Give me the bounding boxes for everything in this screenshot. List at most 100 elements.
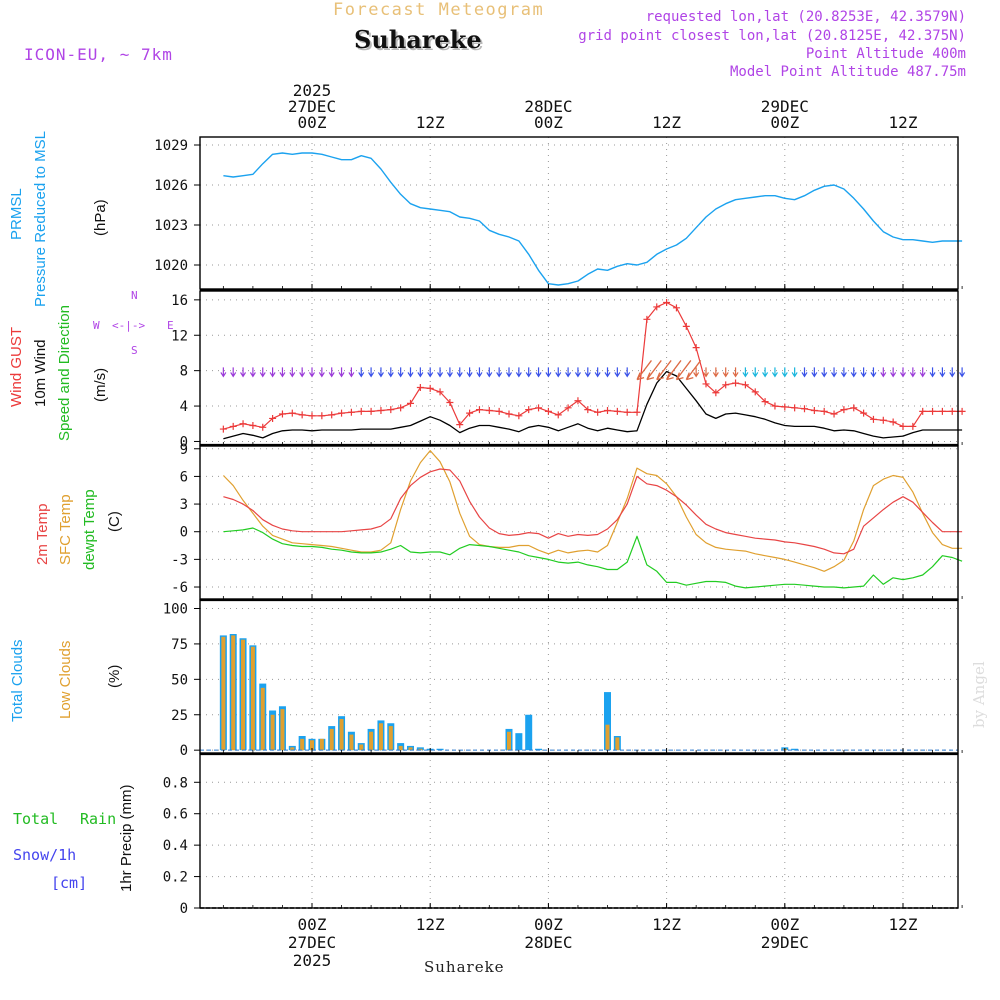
wind-gust-marker: [456, 421, 464, 429]
wind-gust-marker: [613, 407, 621, 415]
wind-gust-marker: [663, 299, 671, 307]
wind-gust-marker: [929, 407, 937, 415]
wind-direction-arrow: [555, 367, 562, 378]
precip-snow-label: Snow/1h: [13, 846, 77, 864]
bottom-time-label: 12Z: [416, 915, 445, 934]
total-clouds-bar: [515, 733, 523, 751]
wind-direction-arrow: [289, 367, 296, 378]
wind-direction-arrow: [880, 367, 887, 378]
wind-direction-arrow: [437, 367, 444, 378]
low-clouds-bar: [310, 740, 314, 751]
wind-gust-marker: [229, 422, 237, 430]
low-clouds-bar: [250, 646, 255, 751]
wind-gust-marker: [840, 406, 848, 414]
total-clouds-bar: [525, 714, 533, 751]
wind-gust-marker: [889, 418, 897, 426]
wind-gust-marker: [318, 412, 326, 420]
wind-direction-arrow: [259, 367, 266, 378]
wind-direction-arrow: [850, 367, 857, 378]
wind-gust-marker: [475, 406, 483, 414]
wind-direction-arrow: [693, 367, 700, 378]
wind-direction-arrow: [949, 367, 956, 378]
wind-gust-marker: [899, 422, 907, 430]
pressure-ytick-label: 1023: [154, 218, 188, 234]
wind-direction-arrow: [249, 367, 256, 378]
wind-gust-marker: [574, 397, 582, 405]
bottom-time-label: 27DEC: [288, 933, 336, 952]
pressure-ytick-label: 1029: [154, 138, 188, 154]
wind-gust-line: [223, 301, 963, 430]
wind-direction-arrow: [685, 360, 702, 381]
clouds-panel-frame: [199, 599, 959, 754]
wind-gust-marker: [948, 407, 956, 415]
pressure-panel-frame: [199, 136, 959, 290]
wind-gust-marker: [771, 402, 779, 410]
wind-ytick-label: 12: [171, 328, 188, 344]
top-time-label: 00Z: [534, 113, 563, 132]
wind-gust-marker: [623, 408, 631, 416]
low-clouds-bar: [378, 723, 383, 751]
wind-direction-arrow: [821, 367, 828, 378]
wind-direction-arrow: [397, 367, 404, 378]
wind-direction-arrow: [666, 360, 682, 381]
wind-gust-marker: [643, 315, 651, 323]
wind-gust-marker: [544, 407, 552, 415]
wind-gust-marker: [919, 407, 927, 415]
wind-direction-arrow: [811, 367, 818, 378]
temp-ytick-label: 3: [180, 497, 188, 513]
wind-direction-arrow: [269, 367, 276, 378]
wind-gust-marker: [495, 407, 503, 415]
wind-ytick-label: 4: [180, 399, 188, 415]
wind-gust-marker: [278, 410, 286, 418]
wind-direction-arrow: [407, 367, 414, 378]
wind-gust-marker: [367, 407, 375, 415]
bottom-time-label: 12Z: [889, 915, 918, 934]
wind-direction-arrow: [939, 367, 946, 378]
temp-2m-line: [223, 468, 963, 555]
wind-direction-arrow: [604, 367, 611, 378]
wind-gust-marker: [308, 412, 316, 420]
wind-gust-marker: [554, 411, 562, 419]
wind-direction-arrow: [565, 367, 572, 378]
precip-ytick-label: 0.6: [163, 807, 188, 823]
requested-coords: requested lon,lat (20.8253E, 42.3579N): [645, 9, 966, 25]
bottom-time-label: 29DEC: [761, 933, 809, 952]
wind-gust-marker: [219, 425, 227, 433]
wind-direction-arrow: [584, 367, 591, 378]
wind-direction-arrow: [656, 360, 672, 381]
pressure-ytick-label: 1026: [154, 178, 188, 194]
low-clouds-bar: [359, 744, 364, 751]
wind-direction-arrow: [368, 367, 375, 378]
wind-direction-arrow: [929, 367, 936, 378]
bottom-time-label: 00Z: [298, 915, 327, 934]
bottom-time-label: 12Z: [652, 915, 681, 934]
temp-ytick-label: -6: [171, 580, 188, 596]
wind-direction-arrow: [446, 367, 453, 378]
wind-direction-arrow: [486, 367, 493, 378]
wind-direction-arrow: [535, 367, 542, 378]
compass-w: W: [93, 319, 100, 332]
wind-direction-arrow: [377, 367, 384, 378]
wind-direction-arrow: [646, 360, 662, 381]
low-clouds-bar: [408, 747, 413, 751]
wind-gust-marker: [328, 411, 336, 419]
wind-direction-arrow: [505, 367, 513, 378]
wind-gust-marker: [525, 406, 533, 414]
precip-panel-frame: [199, 753, 959, 909]
total-clouds-bar: [436, 748, 444, 751]
wind-direction-arrow: [840, 367, 847, 378]
low-clouds-bar: [241, 639, 246, 751]
wind-gust-marker: [604, 406, 611, 414]
low-clouds-bar: [615, 737, 620, 751]
temp-ytick-label: 0: [180, 525, 188, 541]
model-point-altitude: Model Point Altitude 487.75m: [729, 64, 966, 80]
wind-gust-marker: [722, 381, 730, 389]
wind-direction-arrow: [594, 367, 601, 378]
compass-n: N: [131, 289, 138, 302]
low-clouds-bar: [260, 687, 265, 751]
wind-gust-marker: [653, 303, 661, 311]
wind-gust-marker: [357, 407, 365, 415]
top-time-label: 12Z: [652, 113, 681, 132]
wind-gust-marker: [702, 380, 710, 388]
compass-e: E: [167, 319, 174, 332]
